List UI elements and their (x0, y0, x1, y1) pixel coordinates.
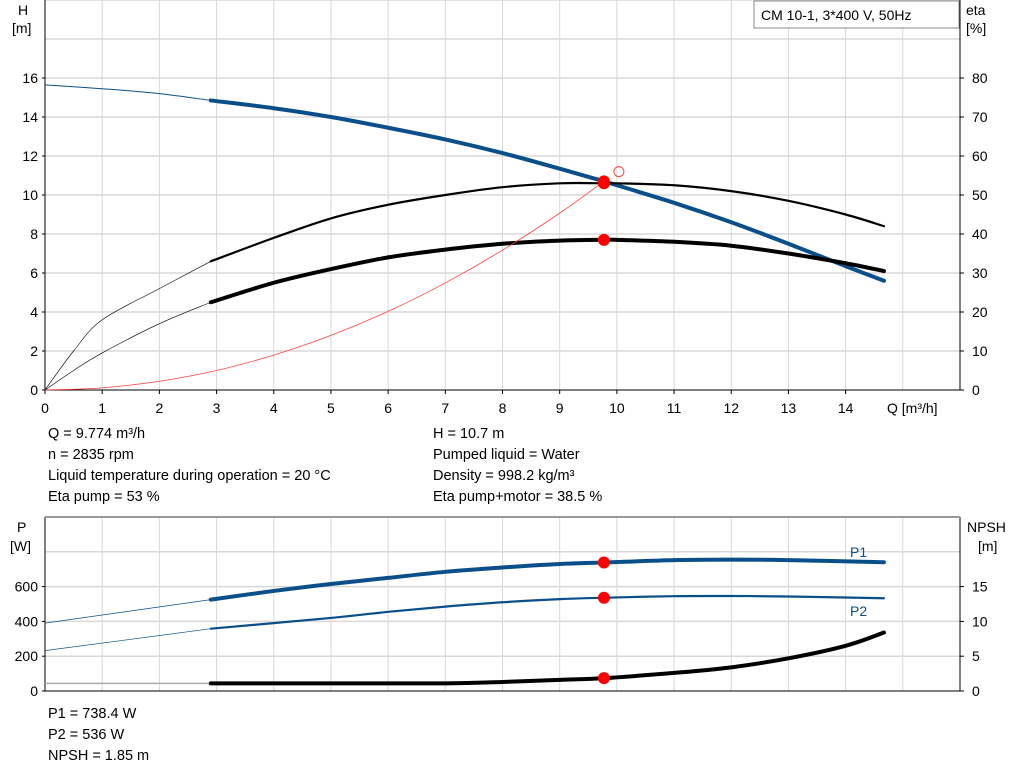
y2-tick-label: 10 (972, 343, 988, 359)
y-tick-label: 12 (22, 148, 38, 164)
x-tick-label: 7 (441, 400, 449, 416)
x-tick-label: 12 (723, 400, 739, 416)
info-p2: P2 = 536 W (48, 727, 125, 743)
y-tick-label: 16 (22, 70, 38, 86)
x-tick-label: 11 (667, 400, 682, 416)
info-head: H = 10.7 m (433, 426, 505, 442)
x-tick-label: 6 (384, 400, 392, 416)
y2-tick-label: 60 (972, 148, 988, 164)
P1-curve (208, 557, 886, 602)
eta-axis-label: eta (966, 2, 986, 18)
top-series (44, 84, 886, 391)
bottom-grid (44, 516, 961, 692)
y-tick-label: 10 (22, 187, 38, 203)
y-tick-label: 6 (30, 265, 38, 281)
NPSH-curve (208, 630, 886, 686)
y2-tick-label: 10 (972, 613, 988, 629)
x-tick-label: 2 (155, 400, 163, 416)
x-tick-label: 5 (327, 400, 335, 416)
eta_pump-curve (209, 181, 886, 263)
system-curve (44, 181, 605, 391)
duty-point-marker (597, 177, 610, 190)
y2-tick-label: 70 (972, 109, 988, 125)
top-grid (44, 0, 961, 391)
y-tick-label: 200 (15, 648, 39, 664)
x-tick-label: 0 (41, 400, 49, 416)
y-tick-label: 2 (30, 343, 38, 359)
P2-curve-extrapolated (44, 628, 211, 651)
P1-curve-extrapolated (44, 599, 211, 624)
head-curve-extrapolated (44, 84, 211, 101)
y2-tick-label: 0 (972, 382, 980, 398)
y2-tick-label: 50 (972, 187, 988, 203)
y2-tick-label: 5 (972, 648, 980, 664)
y-tick-label: 0 (30, 683, 38, 699)
p-axis-unit: [W] (10, 538, 31, 554)
legend-box-text: CM 10-1, 3*400 V, 50Hz (761, 7, 911, 23)
info-top-left: Q = 9.774 m³/h n = 2835 rpm Liquid tempe… (48, 424, 331, 508)
duty-point-marker (597, 233, 610, 246)
y2-tick-label: 40 (972, 226, 988, 242)
info-speed: n = 2835 rpm (48, 447, 134, 463)
y-tick-label: 600 (15, 579, 39, 595)
x-tick-label: 8 (499, 400, 507, 416)
duty-point-marker (597, 672, 610, 685)
x-tick-label: 3 (213, 400, 221, 416)
h-axis-unit: [m] (12, 20, 31, 36)
p1-series-label: P1 (850, 544, 867, 560)
legend-box (753, 0, 960, 29)
info-liquid: Pumped liquid = Water (433, 447, 580, 463)
y2-tick-label: 0 (972, 683, 980, 699)
npsh-axis-label: NPSH (967, 519, 1006, 535)
info-temperature: Liquid temperature during operation = 20… (48, 468, 331, 484)
x-tick-label: 14 (838, 400, 854, 416)
P2-curve (209, 594, 886, 630)
info-bottom: P1 = 738.4 W P2 = 536 W NPSH = 1.85 m (48, 704, 149, 767)
eta_pump-curve-extrapolated (44, 261, 211, 391)
npsh-axis-unit: [m] (978, 538, 997, 554)
y2-tick-label: 30 (972, 265, 988, 281)
info-flow: Q = 9.774 m³/h (48, 426, 146, 442)
x-tick-label: 9 (556, 400, 564, 416)
y-tick-label: 8 (30, 226, 38, 242)
eta-axis-unit: [%] (966, 20, 986, 36)
info-top-right: H = 10.7 m Pumped liquid = Water Density… (433, 424, 602, 508)
info-density: Density = 998.2 kg/m³ (433, 468, 575, 484)
x-tick-label: 4 (270, 400, 278, 416)
info-eta-pump: Eta pump = 53 % (48, 489, 160, 505)
y-tick-label: 4 (30, 304, 38, 320)
duty-point-marker (597, 556, 610, 569)
y-tick-label: 14 (22, 109, 38, 125)
duty-point-marker (597, 591, 610, 604)
y-tick-label: 0 (30, 382, 38, 398)
bottom-series (44, 556, 886, 686)
eta_pump_motor-curve (208, 237, 886, 305)
info-eta-total: Eta pump+motor = 38.5 % (433, 489, 603, 505)
y2-tick-label: 15 (972, 579, 988, 595)
x-tick-label: 10 (609, 400, 625, 416)
q-axis-label: Q [m³/h] (887, 400, 938, 416)
x-tick-label: 13 (781, 400, 797, 416)
open-point-marker (613, 166, 625, 178)
info-p1: P1 = 738.4 W (48, 706, 137, 722)
h-axis-label: H (18, 2, 28, 18)
info-npsh: NPSH = 1.85 m (48, 748, 150, 764)
y2-tick-label: 20 (972, 304, 988, 320)
eta_pump_motor-curve-extrapolated (44, 301, 211, 391)
head-curve (208, 98, 886, 283)
y-tick-label: 400 (15, 613, 39, 629)
p-axis-label: P (17, 519, 26, 535)
y2-tick-label: 80 (972, 70, 988, 86)
p2-series-label: P2 (850, 603, 867, 619)
x-tick-label: 1 (98, 400, 106, 416)
